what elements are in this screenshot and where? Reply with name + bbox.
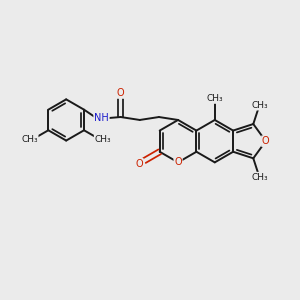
Text: O: O [262,136,270,146]
Text: O: O [174,158,182,167]
Text: CH₃: CH₃ [252,172,268,182]
Text: CH₃: CH₃ [94,135,111,144]
Text: CH₃: CH₃ [206,94,223,103]
Text: CH₃: CH₃ [252,101,268,110]
Text: NH: NH [94,113,109,123]
Text: O: O [117,88,124,98]
Text: O: O [135,159,143,169]
Text: CH₃: CH₃ [21,135,38,144]
